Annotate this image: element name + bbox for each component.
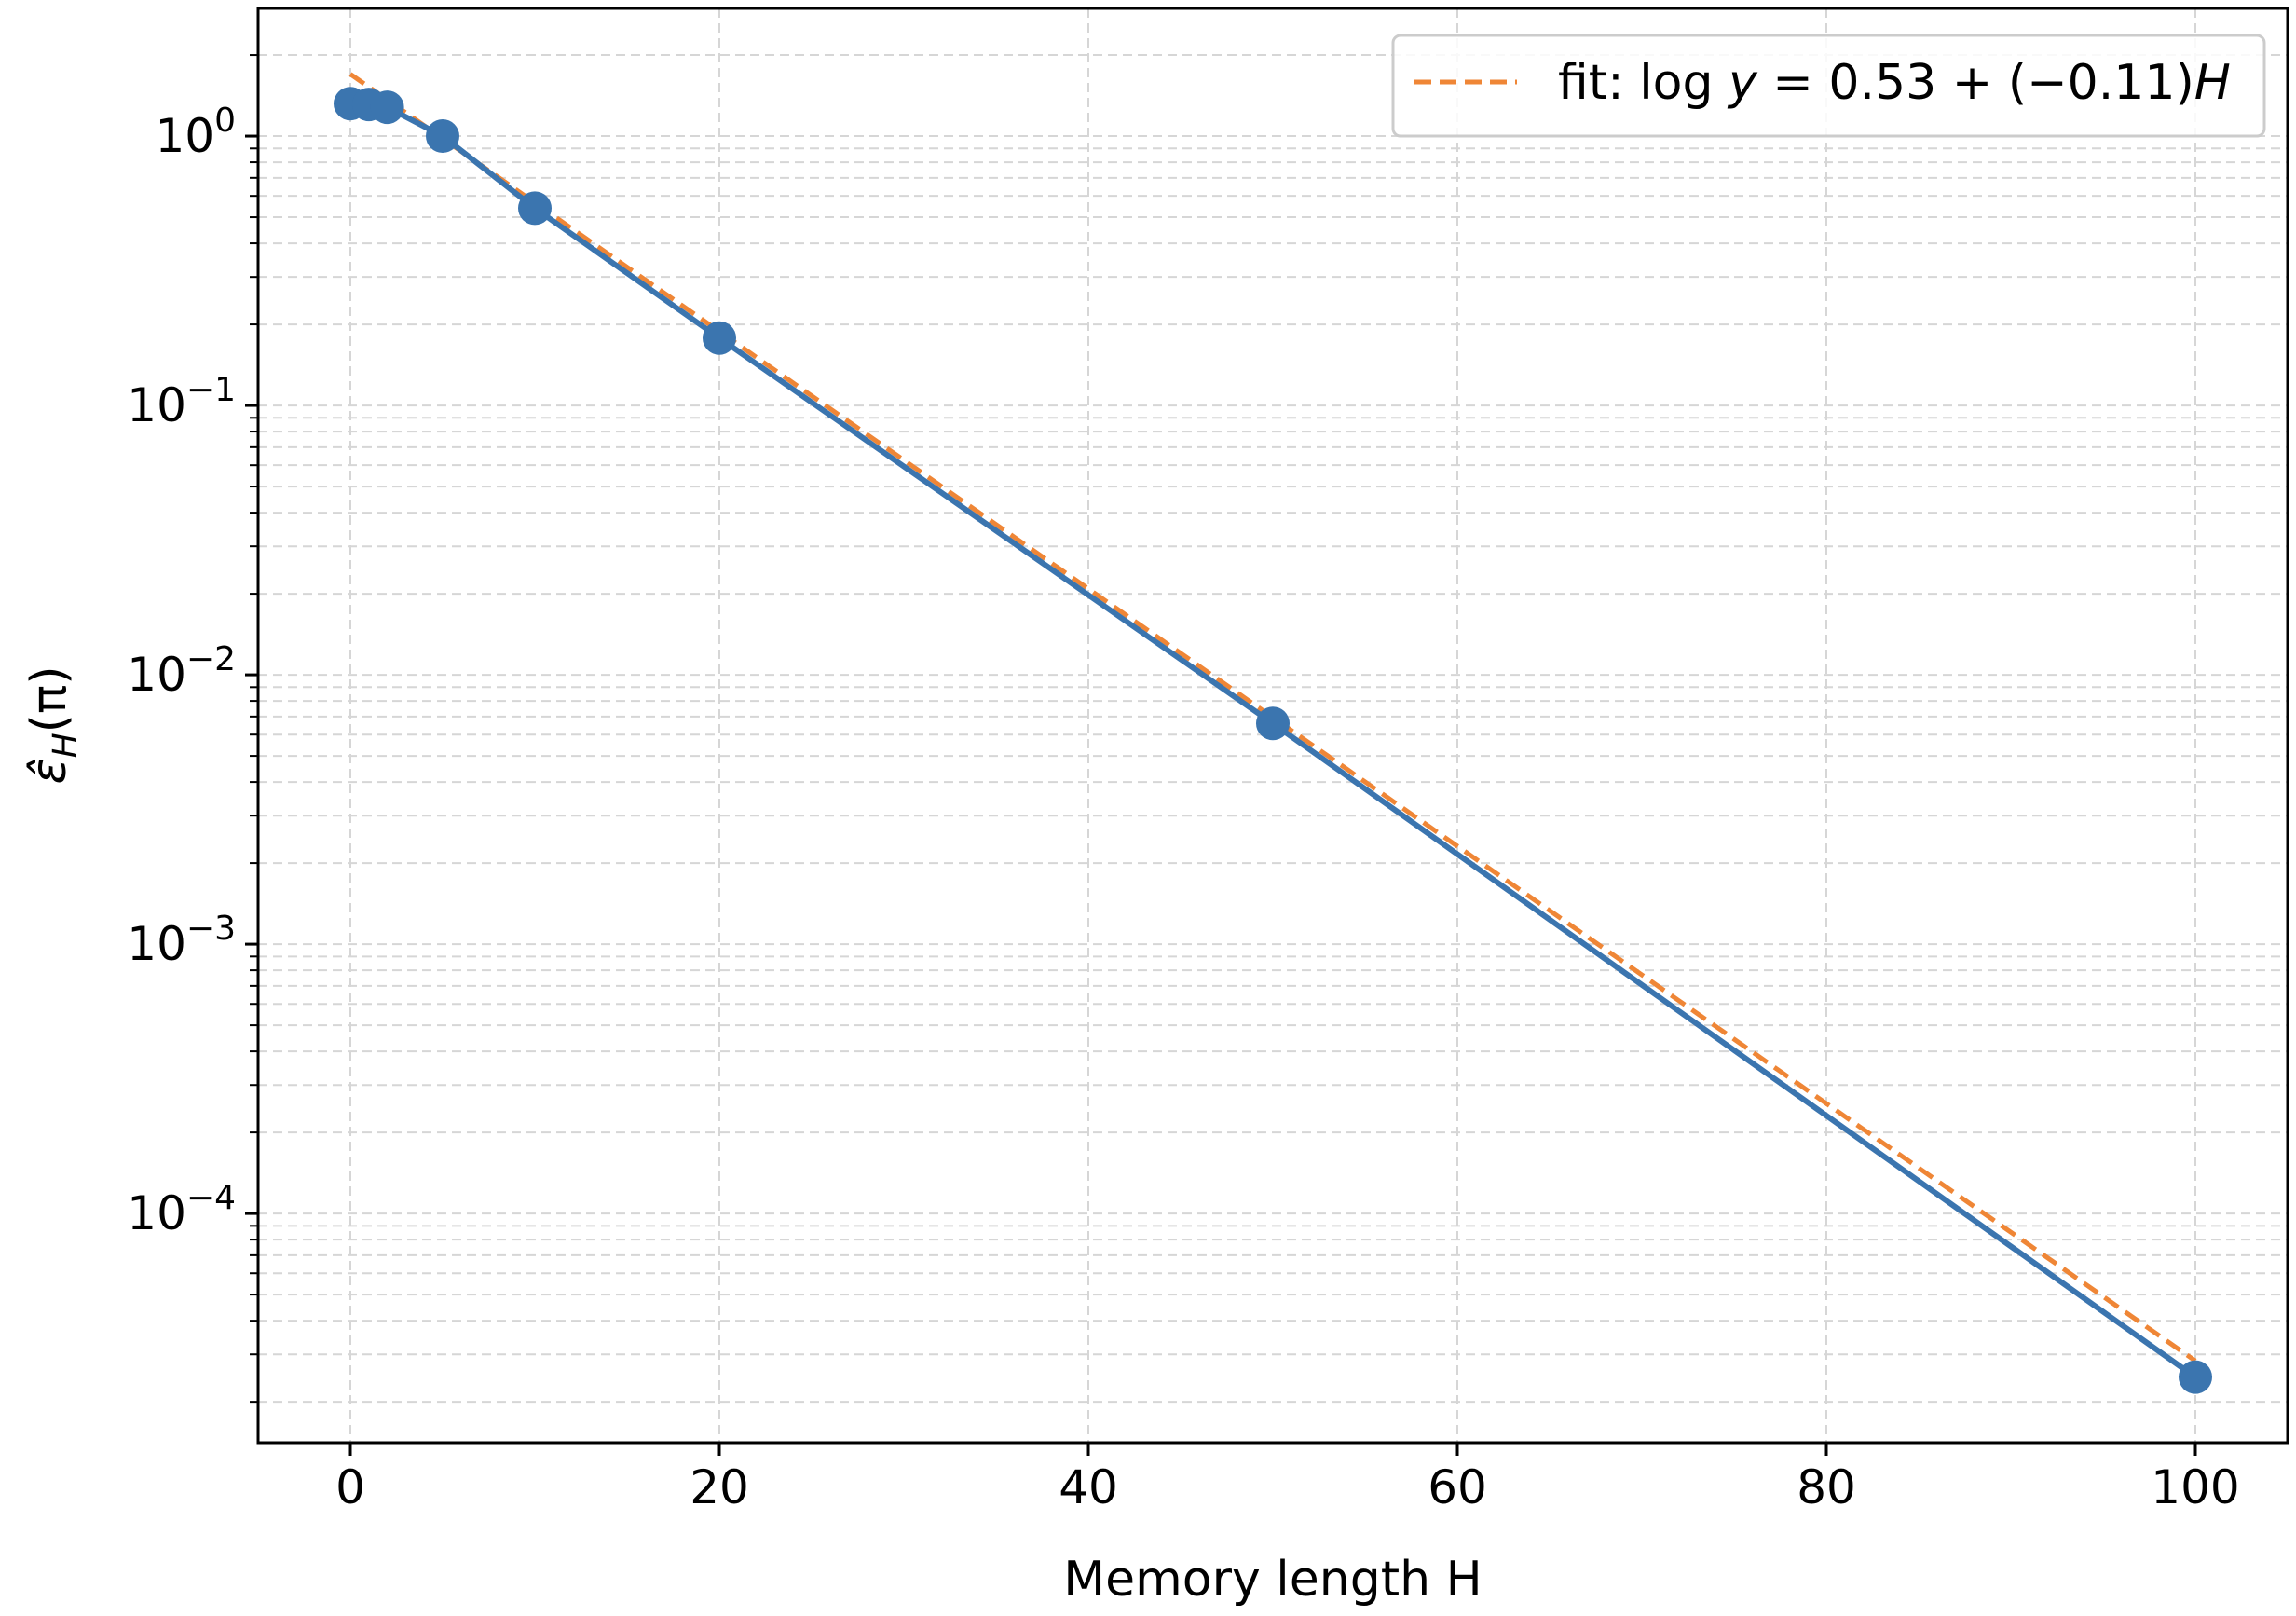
grid [258, 8, 2288, 1443]
ticks: 0 20 40 60 80 100 100 10−1 10−2 10−3 10−4 [127, 54, 2240, 1514]
x-tick-label: 60 [1428, 1460, 1487, 1514]
x-tick-label: 40 [1059, 1460, 1118, 1514]
x-tick-label: 20 [690, 1460, 749, 1514]
y-tick-label: 10−4 [127, 1179, 236, 1240]
x-tick-label: 100 [2151, 1460, 2239, 1514]
data-point [2179, 1360, 2212, 1394]
data-point [370, 90, 404, 125]
y-axis-label: ε̂H(π) [21, 665, 85, 784]
data-series-group [334, 87, 2212, 1394]
legend-box [1391, 34, 2266, 138]
data-point [518, 191, 552, 226]
y-tick-label: 100 [155, 102, 236, 163]
fit-line [348, 72, 2197, 1363]
data-point [1256, 706, 1290, 741]
x-axis-label: Memory length H [1063, 1552, 1482, 1608]
y-tick-label: 10−1 [127, 371, 236, 432]
x-tick-label: 80 [1797, 1460, 1856, 1514]
data-point [703, 321, 736, 355]
data-line [349, 101, 2197, 1380]
y-tick-label: 10−2 [127, 640, 236, 702]
x-tick-label: 0 [335, 1460, 365, 1514]
legend-fit-label: fit: log y = 0.53 + (−0.11)H [1558, 55, 2231, 111]
y-tick-label: 10−3 [127, 910, 236, 971]
axes-frame [256, 7, 2289, 1445]
fit-line-group [348, 72, 2197, 1363]
data-point [426, 119, 459, 154]
legend: fit: log y = 0.53 + (−0.11)H [1391, 34, 2266, 138]
